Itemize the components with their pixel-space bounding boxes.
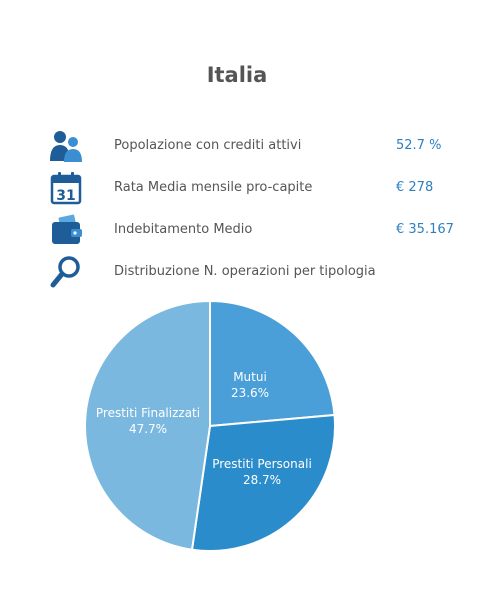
slice-value-label: 23.6% <box>231 386 269 400</box>
stat-label: Distribuzione N. operazioni per tipologi… <box>114 264 376 279</box>
stat-value: € 35.167 <box>396 222 454 237</box>
people-icon <box>49 128 85 164</box>
pie-slice-prestiti-finalizzati <box>84 299 211 551</box>
stat-row-population: Popolazione con crediti attivi 52.7 % <box>0 128 478 168</box>
stat-label: Rata Media mensile pro-capite <box>114 180 313 195</box>
page-title: Italia <box>206 63 268 87</box>
wallet-icon <box>49 212 85 248</box>
slice-value-label: 47.7% <box>129 422 167 436</box>
stat-label: Popolazione con crediti attivi <box>114 138 302 153</box>
stat-value: € 278 <box>396 180 434 195</box>
pie-slice-prestiti-personali <box>190 413 336 552</box>
stat-row-monthly-installment: 31 Rata Media mensile pro-capite € 278 <box>0 170 478 210</box>
magnifier-icon <box>49 254 85 290</box>
slice-name-label: Prestiti Finalizzati <box>96 406 200 420</box>
slice-name-label: Prestiti Personali <box>212 457 312 471</box>
pie-chart: Mutui 23.6% Prestiti Personali 28.7% Prestit… <box>80 296 340 556</box>
slice-value-label: 28.7% <box>243 473 281 487</box>
pie-slice-mutui <box>209 299 336 428</box>
stat-value: 52.7 % <box>396 138 442 153</box>
calendar-icon: 31 <box>49 170 85 206</box>
stat-label: Indebitamento Medio <box>114 222 253 237</box>
stat-row-distribution: Distribuzione N. operazioni per tipologi… <box>0 254 478 294</box>
stat-row-average-debt: Indebitamento Medio € 35.167 <box>0 212 478 252</box>
slice-name-label: Mutui <box>233 370 267 384</box>
calendar-day: 31 <box>56 188 75 204</box>
pie-chart-svg: Mutui 23.6% Prestiti Personali 28.7% Prestit… <box>84 299 336 552</box>
